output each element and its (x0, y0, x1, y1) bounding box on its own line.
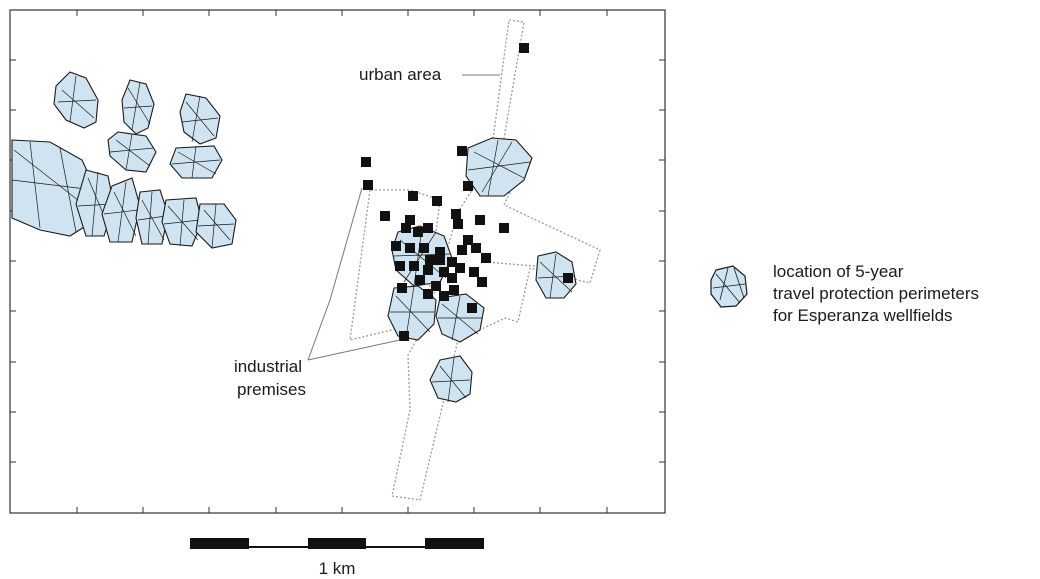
perimeter-c-2 (387, 285, 437, 341)
industrial-premise-3 (363, 180, 373, 190)
industrial-premise-10 (423, 223, 433, 233)
industrial-premise-24 (481, 253, 491, 263)
industrial-label-line2: premises (237, 380, 306, 399)
industrial-premise-34 (477, 277, 487, 287)
industrial-premise-2 (361, 157, 371, 167)
industrial-premise-12 (453, 219, 463, 229)
perimeter-nw-4 (107, 131, 157, 173)
industrial-premise-23 (447, 257, 457, 267)
industrial-premise-38 (467, 303, 477, 313)
industrial-premise-37 (439, 291, 449, 301)
industrial-premise-42 (425, 255, 435, 265)
industrial-premise-13 (475, 215, 485, 225)
scale-bar-segment-2 (249, 546, 308, 548)
urban-area-annotation: urban area (359, 65, 500, 84)
perimeter-nw-2 (121, 79, 155, 135)
wellfield-perimeters (11, 71, 577, 403)
urban-area-label: urban area (359, 65, 442, 84)
perimeter-e (535, 251, 577, 299)
industrial-premise-27 (423, 265, 433, 275)
industrial-premise-5 (463, 181, 473, 191)
industrial-premise-18 (405, 243, 415, 253)
industrial-premise-11 (451, 209, 461, 219)
industrial-premise-26 (409, 261, 419, 271)
perimeter-ne (465, 137, 533, 197)
legend-line-3: for Esperanza wellfields (773, 306, 953, 325)
legend-perimeter-lines (712, 267, 746, 304)
perimeter-w-3 (101, 177, 141, 243)
industrial-leader-1 (307, 187, 363, 361)
industrial-premise-1 (519, 43, 529, 53)
map-frame (9, 9, 666, 514)
industrial-premises-annotation: industrial premises (234, 187, 401, 399)
industrial-label-line1: industrial (234, 357, 302, 376)
perimeter-w-5 (161, 197, 203, 247)
scale-bar-segment-1 (190, 538, 249, 549)
industrial-premise-29 (455, 263, 465, 273)
industrial-premise-16 (413, 227, 423, 237)
scale-bar-segment-3 (308, 538, 366, 549)
industrial-premise-30 (469, 267, 479, 277)
industrial-premise-31 (415, 275, 425, 285)
industrial-premise-17 (391, 241, 401, 251)
industrial-premise-35 (397, 283, 407, 293)
industrial-premise-32 (431, 281, 441, 291)
legend-line-1: location of 5-year (773, 262, 904, 281)
industrial-premise-28 (439, 267, 449, 277)
industrial-premise-33 (449, 285, 459, 295)
perimeter-w-6 (195, 203, 237, 249)
industrial-premise-39 (399, 331, 409, 341)
industrial-premise-43 (447, 273, 457, 283)
perimeter-nw-5 (169, 145, 223, 179)
perimeter-s (429, 355, 473, 403)
legend-perimeter-symbol (710, 265, 748, 308)
perimeter-w-4 (135, 189, 169, 245)
industrial-premise-40 (563, 273, 573, 283)
scale-bar: 1 km (190, 538, 484, 578)
perimeter-nw-3 (179, 93, 221, 145)
perimeter-c-3 (435, 293, 485, 343)
industrial-premise-15 (401, 223, 411, 233)
industrial-premise-44 (457, 245, 467, 255)
industrial-premise-36 (423, 289, 433, 299)
industrial-premise-8 (380, 211, 390, 221)
legend: location of 5-year travel protection per… (710, 262, 979, 325)
industrial-leader-2 (307, 339, 401, 361)
industrial-premise-22 (471, 243, 481, 253)
industrial-premise-6 (408, 191, 418, 201)
industrial-premise-14 (499, 223, 509, 233)
perimeter-nw-1 (53, 71, 99, 129)
scale-bar-segment-5 (425, 538, 484, 549)
industrial-premise-21 (463, 235, 473, 245)
industrial-premise-20 (435, 247, 445, 257)
industrial-premise-9 (405, 215, 415, 225)
industrial-premise-25 (395, 261, 405, 271)
industrial-premises (361, 43, 573, 341)
industrial-premise-19 (419, 243, 429, 253)
industrial-premise-41 (435, 255, 445, 265)
industrial-premise-7 (432, 196, 442, 206)
scale-bar-label: 1 km (319, 559, 356, 578)
legend-line-2: travel protection perimeters (773, 284, 979, 303)
scale-bar-segment-4 (366, 546, 425, 548)
industrial-premise-4 (457, 146, 467, 156)
